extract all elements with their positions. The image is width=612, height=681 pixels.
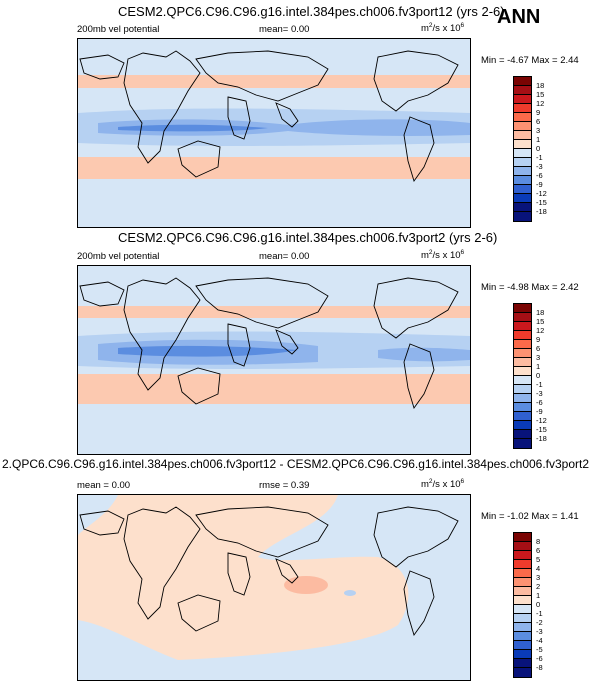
panel-3-positive-core — [284, 576, 328, 594]
cb-label: 1 — [536, 362, 541, 371]
cb-label: 0 — [536, 371, 541, 380]
cb-label: 0 — [536, 144, 541, 153]
cb-label: -1 — [536, 380, 543, 389]
cb-label: -1 — [536, 609, 543, 618]
panel-3-units: m2/s x 106 — [421, 478, 465, 491]
cb-label: 3 — [536, 126, 541, 135]
cb-label: -9 — [536, 180, 543, 189]
cb-label: -18 — [536, 434, 547, 443]
panel-3-mean-label: mean = 0.00 — [77, 480, 131, 491]
cb-label: 18 — [536, 308, 545, 317]
cb-label: 9 — [536, 108, 541, 117]
panel-2-colorbar — [513, 303, 532, 449]
cb-label: -18 — [536, 207, 547, 216]
cb-label: -9 — [536, 407, 543, 416]
cb-label: -3 — [536, 162, 543, 171]
panel-2-field-label: 200mb vel potential — [77, 251, 160, 262]
cb-label: -8 — [536, 663, 543, 672]
cb-label: 8 — [536, 537, 541, 546]
cb-label: 18 — [536, 81, 545, 90]
panel-3-title: 2.QPC6.C96.C96.g16.intel.384pes.ch006.fv… — [2, 457, 590, 471]
cb-label: -12 — [536, 416, 547, 425]
cb-label: 15 — [536, 317, 545, 326]
cb-label: 2 — [536, 582, 541, 591]
panel-3-map — [77, 494, 471, 681]
panel-1-minmax: Min = -4.67 Max = 2.44 — [481, 55, 579, 66]
cb-label: -6 — [536, 171, 543, 180]
cb-label: 6 — [536, 344, 541, 353]
cb-label: 12 — [536, 99, 545, 108]
cb-label: 6 — [536, 546, 541, 555]
cb-label: 3 — [536, 353, 541, 362]
panel-2-title: CESM2.QPC6.C96.C96.g16.intel.384pes.ch00… — [118, 230, 498, 245]
panel-1-mean-label: mean= 0.00 — [259, 24, 310, 35]
panel-1-band-sh-positive — [78, 157, 470, 179]
cb-label: -12 — [536, 189, 547, 198]
cb-label: 0 — [536, 600, 541, 609]
cb-label: 3 — [536, 573, 541, 582]
cb-label: 15 — [536, 90, 545, 99]
cb-label: -2 — [536, 618, 543, 627]
panel-3-rmse-label: rmse = 0.39 — [259, 480, 310, 491]
cb-label: 9 — [536, 335, 541, 344]
cb-label: -15 — [536, 198, 547, 207]
cb-label: 6 — [536, 117, 541, 126]
cb-label: 12 — [536, 326, 545, 335]
cb-label: -3 — [536, 627, 543, 636]
cb-label: -6 — [536, 654, 543, 663]
cb-label: -3 — [536, 389, 543, 398]
cb-label: 4 — [536, 564, 541, 573]
cb-label: -15 — [536, 425, 547, 434]
panel-1-band-nh-positive — [78, 75, 470, 88]
panel-1-field-label: 200mb vel potential — [77, 24, 160, 35]
panel-2-map — [77, 265, 471, 455]
season-label: ANN — [497, 6, 541, 28]
panel-2-units: m2/s x 106 — [421, 249, 465, 262]
cb-label: -1 — [536, 153, 543, 162]
panel-2-band-nh-positive — [78, 306, 470, 318]
panel-1-colorbar — [513, 76, 532, 222]
panel-3-colorbar — [513, 532, 532, 678]
cb-label: 1 — [536, 591, 541, 600]
cb-label: -4 — [536, 636, 543, 645]
cb-label: -6 — [536, 398, 543, 407]
panel-3-minmax: Min = -1.02 Max = 1.41 — [481, 511, 579, 522]
cb-label: 1 — [536, 135, 541, 144]
panel-2-minmax: Min = -4.98 Max = 2.42 — [481, 282, 579, 293]
cb-label: 5 — [536, 555, 541, 564]
panel-1-title: CESM2.QPC6.C96.C96.g16.intel.384pes.ch00… — [118, 4, 505, 19]
panel-3-positive-region — [78, 495, 409, 660]
panel-2-mean-label: mean= 0.00 — [259, 251, 310, 262]
cb-label: -5 — [536, 645, 543, 654]
panel-1-units: m2/s x 106 — [421, 22, 465, 35]
panel-2-band-sh-positive — [78, 374, 470, 404]
panel-1-map — [77, 38, 471, 228]
